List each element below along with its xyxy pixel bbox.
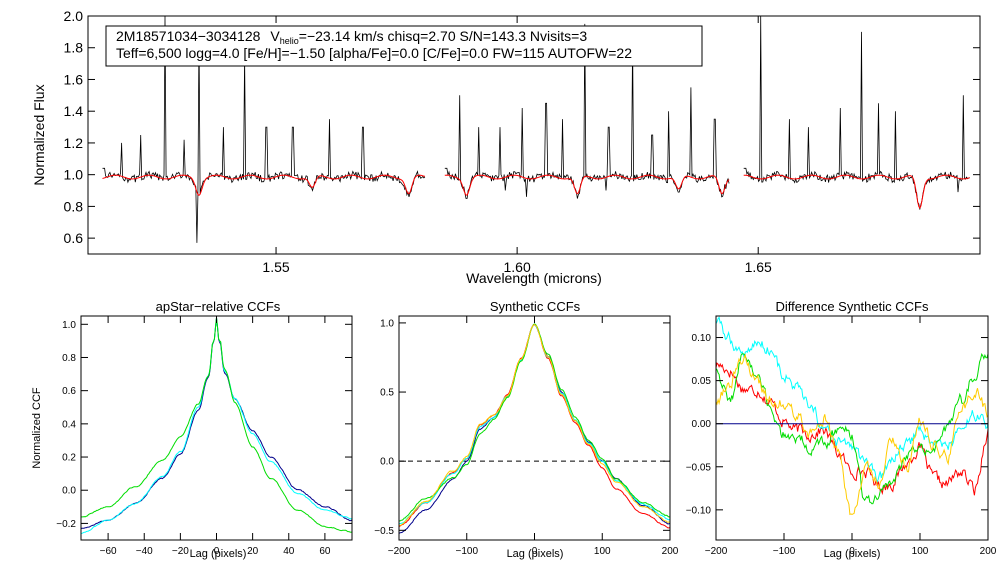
apstar-ccf-xtick-label: 0 — [214, 546, 220, 557]
apstar-ccf-xtick-label: 40 — [283, 546, 295, 557]
apstar-ccf-xtick-label: −60 — [100, 546, 117, 557]
synthetic-ccf-panel: Synthetic CCFs −200 −100 0 100 200 −0.5 0.0 0.5… — [374, 299, 679, 560]
synthetic-ccf-xtick-label: 0 — [532, 546, 538, 557]
spectrum-ytick-label: 0.6 — [64, 230, 84, 246]
spectrum-synthetic-chip-3 — [743, 174, 970, 209]
synthetic-ccf-xtick-label: −100 — [455, 546, 478, 557]
info-v-prefix: V — [270, 28, 280, 44]
synthetic-ccf-series-visit-3 — [399, 323, 670, 522]
spectrum-ytick-label: 2.0 — [64, 8, 84, 24]
info-line-1: 2M18571034−3034128 Vhelio=−23.14 km/s chi… — [116, 28, 587, 46]
synthetic-ccf-xtick-label: 100 — [594, 546, 611, 557]
apstar-ccf-ytick-label: 0.4 — [62, 419, 76, 430]
info-box: 2M18571034−3034128 Vhelio=−23.14 km/s chi… — [105, 25, 703, 67]
apstar-ccf-title: apStar−relative CCFs — [156, 299, 281, 314]
synthetic-ccf-series-visit-4 — [399, 323, 670, 526]
synthetic-ccf-ytick-label: 0.5 — [380, 388, 394, 399]
info-star: 2M18571034−3034128 — [116, 28, 261, 44]
spectrum-panel: 1.55 1.60 1.65 0.6 0.8 1.0 1.2 1.4 1.6 1.8 2.0 Wav… — [31, 8, 981, 286]
difference-ccf-ytick-label: 0.00 — [692, 419, 712, 430]
spectrum-xtick-label: 1.55 — [262, 259, 289, 275]
apstar-ccf-ytick-label: 1.0 — [62, 320, 76, 331]
apstar-ccf-xtick-label: 20 — [247, 546, 259, 557]
apstar-ccf-ytick-label: −0.2 — [56, 519, 76, 530]
apstar-ccf-xtick-label: 60 — [319, 546, 331, 557]
spectrum-ytick-label: 0.8 — [64, 198, 84, 214]
spectrum-observed-chip-1 — [102, 16, 426, 243]
apstar-ccf-ytick-label: 0.8 — [62, 353, 76, 364]
synthetic-ccf-frame — [398, 315, 671, 541]
info-v-rest: =−23.14 km/s chisq=2.70 S/N=143.3 Nvisit… — [299, 28, 588, 44]
spectrum-observed-chip-3 — [743, 16, 970, 210]
difference-ccf-xtick-label: −100 — [773, 546, 796, 557]
spectrum-frame — [87, 15, 981, 255]
difference-ccf-ytick-label: 0.10 — [692, 333, 712, 344]
spectrum-ylabel: Normalized Flux — [31, 84, 47, 185]
difference-ccf-series-visit-1 — [716, 362, 988, 496]
difference-ccf-panel: Difference Synthetic CCFs −200 −100 0 100 20… — [686, 299, 997, 560]
spectrum-observed-chip-2 — [444, 23, 730, 199]
synthetic-ccf-title: Synthetic CCFs — [490, 299, 581, 314]
apstar-ccf-xtick-label: −20 — [172, 546, 189, 557]
difference-ccf-xtick-label: −200 — [705, 546, 728, 557]
difference-ccf-series-visit-3 — [716, 353, 988, 505]
spectrum-ytick-label: 1.4 — [64, 103, 84, 119]
spectrum-synthetic-chip-1 — [102, 174, 426, 196]
difference-ccf-ytick-label: −0.05 — [686, 462, 712, 473]
synthetic-ccf-ytick-label: −0.5 — [374, 526, 394, 537]
apstar-ccf-panel: apStar−relative CCFs −60 −40 −20 0 20 40 60 −0.… — [31, 299, 353, 560]
spectrum-ytick-label: 1.8 — [64, 40, 84, 56]
info-line-2: Teff=6,500 logg=4.0 [Fe/H]=−1.50 [alpha/… — [116, 45, 632, 61]
spectrum-ytick-label: 1.2 — [64, 135, 84, 151]
synthetic-ccf-ytick-label: 1.0 — [380, 318, 394, 329]
synthetic-ccf-ytick-label: 0.0 — [380, 457, 394, 468]
difference-ccf-series-visit-2 — [716, 316, 988, 484]
synthetic-ccf-series-visit-1 — [399, 323, 670, 529]
difference-ccf-xtick-label: 0 — [849, 546, 855, 557]
difference-ccf-title: Difference Synthetic CCFs — [776, 299, 929, 314]
apstar-ccf-series-visit-3 — [81, 317, 352, 533]
difference-ccf-ytick-label: 0.05 — [692, 376, 712, 387]
difference-ccf-xtick-label: 100 — [912, 546, 929, 557]
synthetic-ccf-xtick-label: 200 — [662, 546, 679, 557]
synthetic-ccf-xlabel: Lag (pixels) — [507, 548, 564, 560]
spectrum-xtick-label: 1.65 — [745, 259, 772, 275]
apstar-ccf-series-visit-2 — [81, 317, 352, 535]
apstar-ccf-ytick-label: 0.6 — [62, 386, 76, 397]
apstar-ccf-ytick-label: 0.2 — [62, 453, 76, 464]
synthetic-ccf-xtick-label: −200 — [388, 546, 411, 557]
spectrum-ytick-label: 1.6 — [64, 71, 84, 87]
apstar-ccf-ylabel: Normalized CCF — [31, 387, 43, 469]
spectrum-ytick-label: 1.0 — [64, 167, 84, 183]
info-v-sub: helio — [280, 36, 299, 46]
apstar-ccf-xlabel: Lag (pixels) — [190, 548, 247, 560]
apstar-ccf-xtick-label: −40 — [136, 546, 153, 557]
info-box-frame — [105, 25, 703, 67]
difference-ccf-frame — [715, 315, 989, 541]
difference-ccf-xlabel: Lag (pixels) — [824, 548, 881, 560]
spectrum-synthetic-chip-2 — [444, 174, 730, 196]
apstar-ccf-frame — [80, 315, 353, 541]
difference-ccf-ytick-label: −0.10 — [686, 505, 712, 516]
spectrum-xtick-label: 1.60 — [503, 259, 530, 275]
difference-ccf-xtick-label: 200 — [980, 546, 997, 557]
difference-ccf-series-visit-4 — [716, 353, 988, 516]
apstar-ccf-ytick-label: 0.0 — [62, 486, 76, 497]
spectrum-xlabel: Wavelength (microns) — [466, 270, 602, 286]
